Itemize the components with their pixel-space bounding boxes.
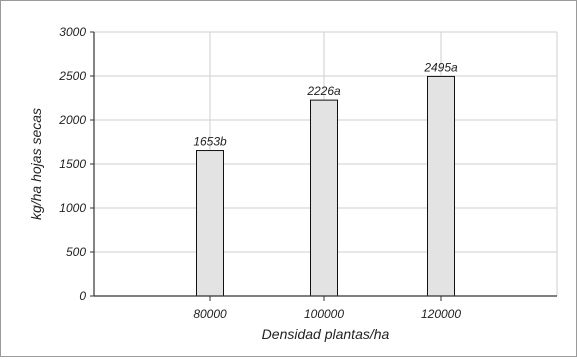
x-tick-label: 100000 <box>304 307 344 321</box>
data-label: 2495a <box>423 60 458 74</box>
y-tick-label: 1000 <box>59 201 86 215</box>
y-tick-label: 1500 <box>59 157 86 171</box>
labels: 0 500 1000 1500 2000 2500 3000 1653b 2226a 2495a 8… <box>58 25 461 321</box>
y-tick-label: 500 <box>66 245 86 259</box>
y-tick-label: 0 <box>79 289 86 303</box>
bar <box>196 150 224 297</box>
data-label: 1653b <box>193 135 227 149</box>
y-tick-label: 2500 <box>58 69 86 83</box>
y-axis-title: kg/ha hojas secas <box>28 108 44 220</box>
data-label: 2226a <box>306 84 341 98</box>
x-axis-title: Densidad plantas/ha <box>262 326 390 342</box>
x-tick-label: 80000 <box>193 307 227 321</box>
bar <box>310 99 338 297</box>
bar-chart: 0 500 1000 1500 2000 2500 3000 1653b 2226a 2495a 8… <box>28 25 558 342</box>
x-tick-label: 120000 <box>421 307 461 321</box>
y-tick-label: 3000 <box>59 25 86 39</box>
bars <box>196 75 455 297</box>
bar <box>427 75 455 297</box>
y-tick-label: 2000 <box>58 113 86 127</box>
axes <box>90 31 557 301</box>
